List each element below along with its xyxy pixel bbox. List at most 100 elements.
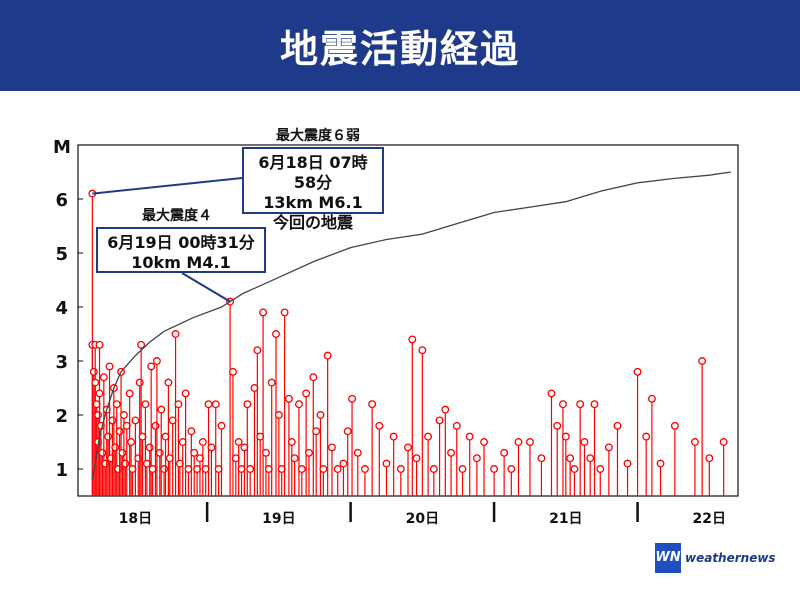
event-point: [526, 438, 534, 446]
secondary-quake-depth-mag: 10km M4.1: [131, 253, 231, 272]
event-point: [339, 459, 348, 468]
x-tick-label: 21日: [549, 511, 582, 527]
event-point: [290, 454, 299, 463]
event-point: [152, 357, 161, 365]
secondary-quake-callout: 6月19日 00時31分 10km M4.1: [96, 227, 266, 273]
event-point: [190, 448, 199, 457]
event-point: [323, 351, 332, 360]
event-point: [105, 362, 114, 371]
event-point: [155, 448, 164, 457]
event-point: [343, 427, 352, 436]
event-point: [472, 454, 481, 463]
event-point: [135, 378, 144, 387]
y-tick-label: 3: [55, 352, 68, 373]
event-point: [691, 438, 699, 446]
event-point: [267, 378, 276, 387]
event-point: [656, 459, 665, 468]
event-point: [181, 389, 190, 398]
secondary-quake-time: 6月19日 00時31分: [107, 233, 255, 252]
event-point: [537, 454, 546, 463]
earthquake-activity-chart: M 1 2 3 4 5 6 18日 19日 20日 21日 22日: [53, 137, 739, 527]
event-point: [187, 427, 196, 436]
cumulative-curve: [91, 171, 731, 480]
logo-mark: WN: [655, 543, 681, 573]
y-tick-label: 5: [55, 244, 68, 265]
main-quake-leader: [92, 177, 243, 195]
event-point: [295, 400, 303, 409]
event-point: [98, 448, 107, 457]
event-point: [147, 362, 156, 371]
event-point: [316, 411, 325, 419]
event-point: [111, 443, 120, 452]
event-point: [705, 454, 714, 463]
event-point: [389, 432, 398, 441]
event-point: [580, 438, 589, 446]
event-point: [576, 400, 585, 409]
event-point: [586, 454, 595, 463]
event-point: [500, 448, 509, 457]
event-point: [368, 400, 377, 409]
event-point: [141, 400, 150, 409]
event-point: [274, 411, 283, 419]
event-point: [217, 421, 226, 430]
event-point: [348, 394, 356, 403]
event-point: [164, 378, 173, 387]
event-point: [312, 427, 321, 436]
header-bar: [0, 0, 800, 91]
event-point: [204, 400, 213, 409]
event-point: [353, 448, 362, 457]
weathernews-logo: WN weathernews: [655, 543, 785, 577]
event-point: [287, 438, 296, 446]
event-point: [94, 411, 103, 419]
event-point: [613, 421, 622, 430]
main-quake-note: 今回の地震: [272, 213, 353, 232]
y-tick-label: 6: [55, 190, 68, 211]
event-point: [297, 465, 306, 473]
event-point: [570, 465, 579, 473]
event-point: [115, 427, 124, 436]
event-point: [91, 378, 100, 387]
event-point: [623, 459, 632, 468]
event-point: [127, 438, 136, 446]
event-point: [137, 340, 146, 349]
x-tick-label: 19日: [262, 511, 295, 527]
event-point: [119, 411, 128, 419]
event-point: [375, 421, 384, 430]
event-point: [309, 373, 318, 382]
event-point: [408, 335, 417, 344]
event-point: [319, 465, 328, 473]
event-point: [441, 405, 450, 414]
event-point: [95, 340, 104, 349]
logo-text: weathernews: [685, 551, 776, 565]
event-point: [234, 438, 243, 446]
event-point: [171, 330, 180, 338]
event-point: [447, 448, 455, 457]
x-tick-label: 22日: [693, 511, 726, 527]
event-point: [507, 465, 516, 473]
event-point: [361, 465, 369, 473]
event-point: [514, 438, 523, 446]
main-quake-callout: 6月18日 07時58分 13km M6.1 今回の地震: [242, 147, 384, 232]
event-point: [253, 346, 262, 355]
event-point: [207, 443, 216, 452]
main-quake-intensity: 最大震度６弱: [276, 128, 360, 144]
event-point: [243, 400, 252, 409]
y-tick-label: 2: [55, 406, 68, 427]
event-point: [302, 389, 311, 398]
event-point: [160, 465, 169, 473]
event-point: [590, 400, 599, 409]
event-point: [211, 400, 220, 409]
event-point: [229, 367, 237, 376]
event-point: [157, 405, 166, 414]
event-point: [174, 400, 183, 409]
y-tick-label: 1: [55, 460, 68, 481]
event-point: [259, 308, 268, 317]
event-point: [145, 443, 154, 452]
event-point: [305, 448, 313, 457]
event-point: [112, 400, 121, 409]
event-point: [396, 465, 405, 473]
event-point: [490, 465, 499, 473]
secondary-quake-leader: [181, 272, 231, 303]
event-point: [596, 465, 605, 473]
event-point: [151, 421, 160, 430]
